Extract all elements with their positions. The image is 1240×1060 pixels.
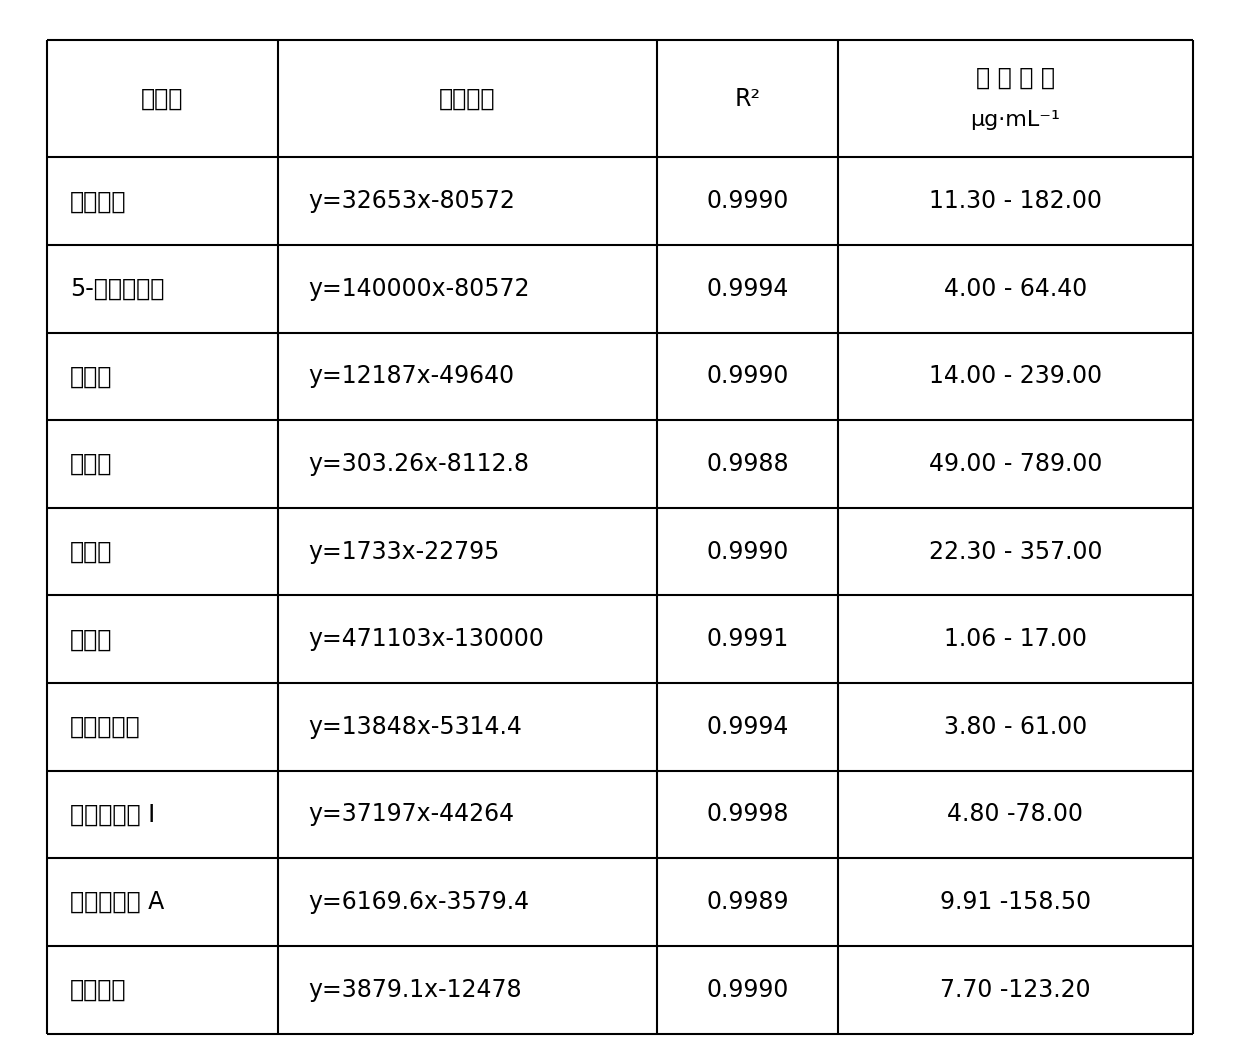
Text: 4.80 -78.00: 4.80 -78.00 [947,802,1084,827]
Text: 0.9990: 0.9990 [707,365,789,388]
Text: 0.9990: 0.9990 [707,977,789,1002]
Text: 0.9994: 0.9994 [707,714,789,739]
Text: 0.9990: 0.9990 [707,540,789,564]
Text: 49.00 - 789.00: 49.00 - 789.00 [929,452,1102,476]
Text: 14.00 - 239.00: 14.00 - 239.00 [929,365,1102,388]
Text: 0.9994: 0.9994 [707,277,789,301]
Text: y=3879.1x-12478: y=3879.1x-12478 [308,977,522,1002]
Text: 0.9990: 0.9990 [707,190,789,213]
Text: y=471103x-130000: y=471103x-130000 [308,628,544,651]
Text: 0.9988: 0.9988 [707,452,789,476]
Text: y=6169.6x-3579.4: y=6169.6x-3579.4 [308,890,529,914]
Text: y=1733x-22795: y=1733x-22795 [308,540,500,564]
Text: y=12187x-49640: y=12187x-49640 [308,365,515,388]
Text: 7.70 -123.20: 7.70 -123.20 [940,977,1091,1002]
Text: 儿茶素: 儿茶素 [71,365,113,388]
Text: y=303.26x-8112.8: y=303.26x-8112.8 [308,452,529,476]
Text: 3.80 - 61.00: 3.80 - 61.00 [944,714,1087,739]
Text: 5-羟甲基糠醉: 5-羟甲基糠醉 [71,277,165,301]
Text: 白芍苷: 白芍苷 [71,452,113,476]
Text: 0.9991: 0.9991 [707,628,789,651]
Text: 线性方程: 线性方程 [439,87,496,111]
Text: 没食子酸: 没食子酸 [71,190,126,213]
Text: R²: R² [734,87,760,111]
Text: 1.06 - 17.00: 1.06 - 17.00 [944,628,1087,651]
Text: y=140000x-80572: y=140000x-80572 [308,277,529,301]
Text: y=32653x-80572: y=32653x-80572 [308,190,515,213]
Text: μg·mL⁻¹: μg·mL⁻¹ [971,110,1060,130]
Text: 藁本内酯: 藁本内酯 [71,977,126,1002]
Text: 对照品: 对照品 [141,87,184,111]
Text: y=37197x-44264: y=37197x-44264 [308,802,515,827]
Text: 线 性 范 围: 线 性 范 围 [976,66,1055,90]
Text: 芍药苷: 芍药苷 [71,540,113,564]
Text: 11.30 - 182.00: 11.30 - 182.00 [929,190,1102,213]
Text: 0.9998: 0.9998 [707,802,789,827]
Text: 阿魏酸: 阿魏酸 [71,628,113,651]
Text: 9.91 -158.50: 9.91 -158.50 [940,890,1091,914]
Text: 4.00 - 64.40: 4.00 - 64.40 [944,277,1087,301]
Text: 洋川芎内酯 I: 洋川芎内酯 I [71,802,155,827]
Text: 毛蕃花糖苷: 毛蕃花糖苷 [71,714,141,739]
Text: 0.9989: 0.9989 [707,890,789,914]
Text: y=13848x-5314.4: y=13848x-5314.4 [308,714,522,739]
Text: 洋川芎内酯 A: 洋川芎内酯 A [71,890,165,914]
Text: 22.30 - 357.00: 22.30 - 357.00 [929,540,1102,564]
